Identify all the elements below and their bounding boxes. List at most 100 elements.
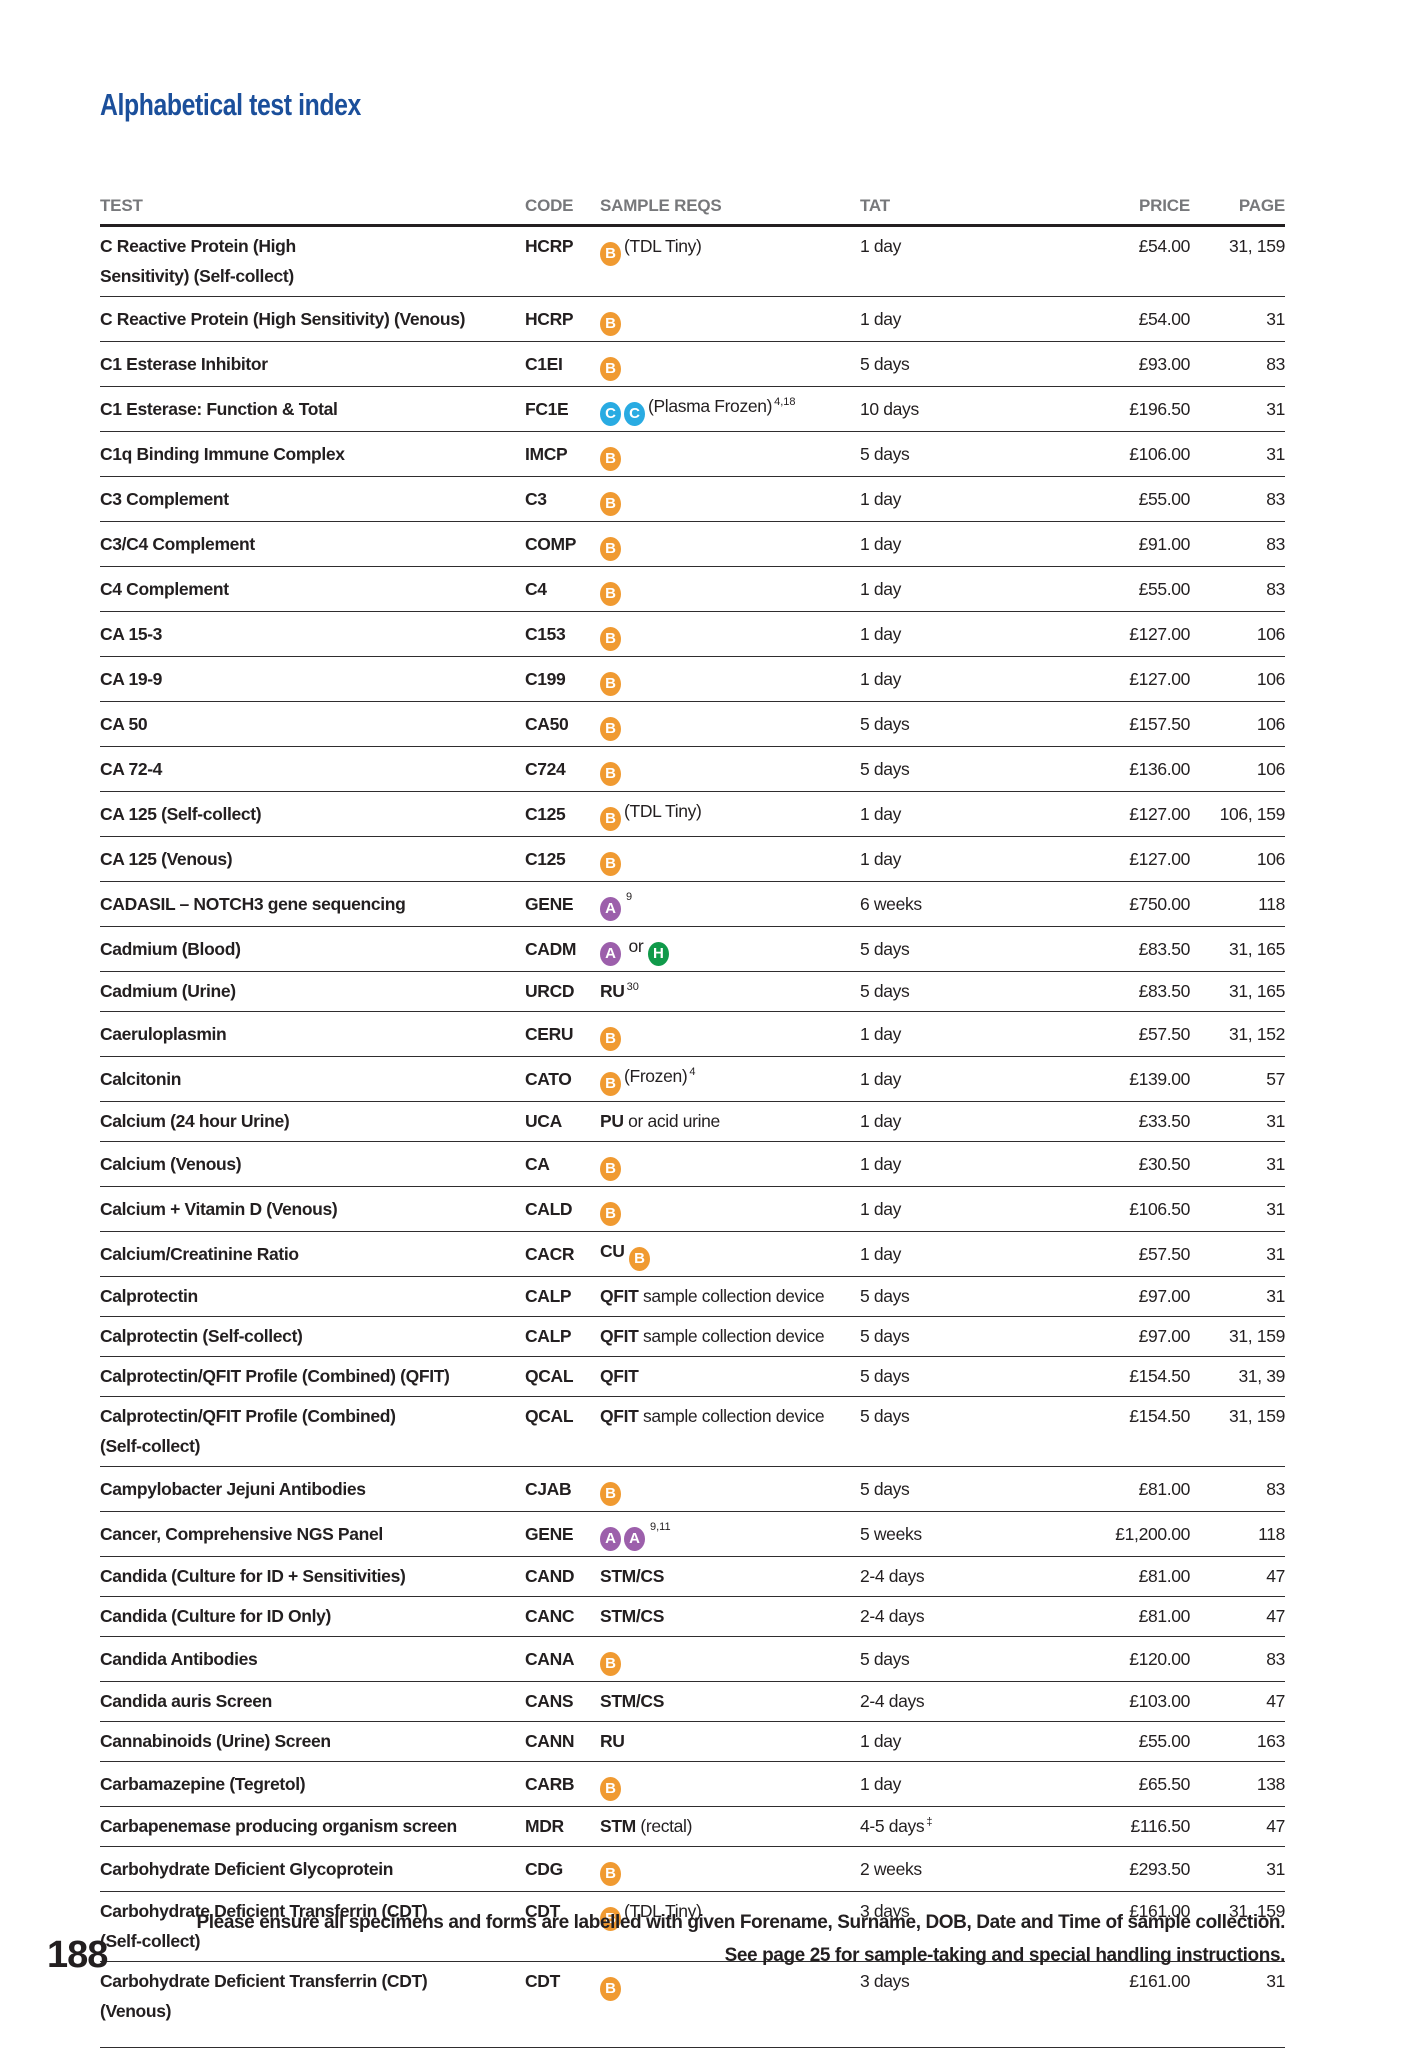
sample-reqs: STM/CS — [600, 1596, 860, 1637]
tat-value: 3 days — [860, 1961, 1005, 2048]
test-name: CA 15-3 — [100, 611, 525, 657]
sample-reqs: QFIT — [600, 1356, 860, 1397]
test-code: C1EI — [525, 341, 600, 387]
sample-reqs: B — [600, 341, 860, 387]
test-code: CALP — [525, 1276, 600, 1317]
test-code: C153 — [525, 611, 600, 657]
sample-tube-icon-B: B — [629, 1247, 651, 1271]
table-row: C1 Esterase Inhibitor C1EI B 5 days £93.00 83 — [100, 341, 1285, 387]
price-value: £103.00 — [1005, 1681, 1190, 1722]
test-name: C1q Binding Immune Complex — [100, 431, 525, 477]
price-value: £93.00 — [1005, 341, 1190, 387]
tat-value: 6 weeks — [860, 881, 1005, 927]
test-code: CA50 — [525, 701, 600, 747]
page-ref: 31, 159 — [1190, 225, 1285, 297]
page-ref: 31, 159 — [1190, 1316, 1285, 1357]
tat-value: 5 days — [860, 431, 1005, 477]
page-ref: 31 — [1190, 1101, 1285, 1142]
test-name: Cadmium (Blood) — [100, 926, 525, 972]
price-value: £127.00 — [1005, 611, 1190, 657]
footer-note-line-2: See page 25 for sample-taking and specia… — [724, 1945, 1286, 1966]
sample-reqs: B — [600, 1961, 860, 2048]
table-row: Carbohydrate Deficient Glycoprotein CDG B 2… — [100, 1846, 1285, 1892]
page-ref: 31 — [1190, 386, 1285, 432]
test-name: CA 125 (Self-collect) — [100, 791, 525, 837]
tat-value: 3 days — [860, 1891, 1005, 1962]
test-code: CANA — [525, 1636, 600, 1682]
price-value: £55.00 — [1005, 476, 1190, 522]
tat-value: 5 days — [860, 701, 1005, 747]
page-ref: 47 — [1190, 1806, 1285, 1847]
price-value: £127.00 — [1005, 791, 1190, 837]
page-ref: 106 — [1190, 701, 1285, 747]
test-code: CDT — [525, 1891, 600, 1962]
sample-tube-icon-A: A — [600, 1527, 621, 1551]
price-value: £83.50 — [1005, 926, 1190, 972]
test-name: Calprotectin — [100, 1276, 525, 1317]
price-value: £136.00 — [1005, 746, 1190, 792]
column-header-tat: TAT — [860, 196, 1005, 227]
table-row: Calprotectin CALP QFIT sample collection d… — [100, 1276, 1285, 1317]
table-row: Cadmium (Urine) URCD RU 30 5 days £83.50 31, 1… — [100, 971, 1285, 1012]
test-name: Candida auris Screen — [100, 1681, 525, 1722]
test-name: Caeruloplasmin — [100, 1011, 525, 1057]
price-value: £120.00 — [1005, 1636, 1190, 1682]
sample-reqs: B — [600, 1186, 860, 1232]
test-name: CA 50 — [100, 701, 525, 747]
tat-value: 5 days — [860, 1396, 1005, 1467]
page-number: 188 — [47, 1934, 108, 1976]
sample-tube-icon-B: B — [600, 1157, 621, 1181]
test-name: Carbohydrate Deficient Transferrin (CDT)… — [100, 1891, 525, 1962]
sample-reqs: B (TDL Tiny) — [600, 791, 860, 837]
table-row: Candida (Culture for ID Only) CANC STM/CS 2… — [100, 1596, 1285, 1637]
table-row: C Reactive Protein (High Sensitivity) (V… — [100, 296, 1285, 342]
tat-value: 1 day — [860, 1761, 1005, 1807]
test-name: CA 72-4 — [100, 746, 525, 792]
test-name: Calprotectin/QFIT Profile (Combined) (QF… — [100, 1356, 525, 1397]
test-code: C724 — [525, 746, 600, 792]
sample-reqs: B — [600, 1636, 860, 1682]
test-code: CATO — [525, 1056, 600, 1102]
test-code: CANN — [525, 1721, 600, 1762]
test-code: HCRP — [525, 296, 600, 342]
page-ref: 118 — [1190, 1511, 1285, 1557]
test-code: CA — [525, 1141, 600, 1187]
price-value: £33.50 — [1005, 1101, 1190, 1142]
sample-tube-icon-B: B — [600, 1777, 621, 1801]
sample-tube-icon-B: B — [600, 492, 621, 516]
sample-tube-icon-B: B — [600, 447, 621, 471]
price-value: £55.00 — [1005, 566, 1190, 612]
sample-reqs: B — [600, 476, 860, 522]
footer-note: Please ensure all specimens and forms ar… — [196, 1906, 1286, 1972]
sample-reqs: QFIT sample collection device — [600, 1276, 860, 1317]
sample-reqs: B — [600, 1141, 860, 1187]
tat-value: 5 days — [860, 1636, 1005, 1682]
sample-reqs: STM/CS — [600, 1556, 860, 1597]
test-name: CA 19-9 — [100, 656, 525, 702]
price-value: £139.00 — [1005, 1056, 1190, 1102]
table-row: Calcium (Venous) CA B 1 day £30.50 31 — [100, 1141, 1285, 1187]
page-ref: 31, 165 — [1190, 926, 1285, 972]
column-header-test: TEST — [100, 196, 525, 227]
sample-tube-icon-B: B — [600, 537, 621, 561]
price-value: £81.00 — [1005, 1556, 1190, 1597]
test-name: Calcium + Vitamin D (Venous) — [100, 1186, 525, 1232]
footer-note-line-1: Please ensure all specimens and forms ar… — [196, 1912, 1286, 1933]
tat-value: 1 day — [860, 1141, 1005, 1187]
sample-tube-icon-B: B — [600, 242, 621, 266]
test-code: CALD — [525, 1186, 600, 1232]
test-code: CARB — [525, 1761, 600, 1807]
sample-reqs: B — [600, 836, 860, 882]
tat-value: 10 days — [860, 386, 1005, 432]
price-value: £157.50 — [1005, 701, 1190, 747]
test-name: CA 125 (Venous) — [100, 836, 525, 882]
sample-tube-icon-B: B — [600, 807, 621, 831]
sample-reqs: B — [600, 1011, 860, 1057]
sample-reqs: A or H — [600, 926, 860, 972]
tat-value: 1 day — [860, 476, 1005, 522]
page-ref: 83 — [1190, 341, 1285, 387]
test-code: C125 — [525, 791, 600, 837]
sample-tube-icon-B: B — [600, 1482, 621, 1506]
